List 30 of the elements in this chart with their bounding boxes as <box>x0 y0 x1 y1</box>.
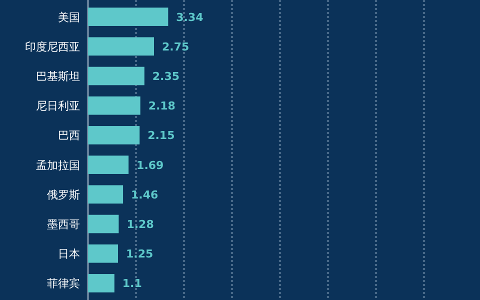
bar <box>88 214 119 234</box>
y-tick-label: 日本 <box>58 248 80 261</box>
y-tick-label: 孟加拉国 <box>36 158 80 172</box>
bar <box>88 126 140 144</box>
bar <box>88 156 129 174</box>
data-label: 1.28 <box>126 218 154 231</box>
bar <box>88 274 114 292</box>
y-tick-label: 巴基斯坦 <box>36 70 80 83</box>
y-tick-label: 尼日利亚 <box>36 100 80 113</box>
data-label: 2.35 <box>152 70 180 83</box>
data-label: 2.18 <box>148 100 176 113</box>
y-tick-label: 印度尼西亚 <box>25 40 80 54</box>
data-label: 1.25 <box>126 248 154 261</box>
y-tick-label: 巴西 <box>58 129 80 142</box>
y-tick-label: 俄罗斯 <box>47 188 80 202</box>
data-label: 1.1 <box>122 277 142 290</box>
bar <box>88 244 118 263</box>
bar <box>88 8 168 26</box>
data-label: 2.15 <box>148 129 175 142</box>
y-tick-label: 墨西哥 <box>47 218 80 231</box>
y-tick-label: 菲律宾 <box>47 277 80 290</box>
bar <box>88 37 154 56</box>
data-label: 3.34 <box>176 10 204 24</box>
data-label: 1.46 <box>131 188 159 202</box>
bar <box>88 96 140 115</box>
bar <box>88 185 124 204</box>
bar <box>88 66 144 86</box>
data-label: 2.75 <box>162 40 190 54</box>
y-tick-label: 美国 <box>58 10 80 24</box>
data-label: 1.69 <box>136 158 164 172</box>
